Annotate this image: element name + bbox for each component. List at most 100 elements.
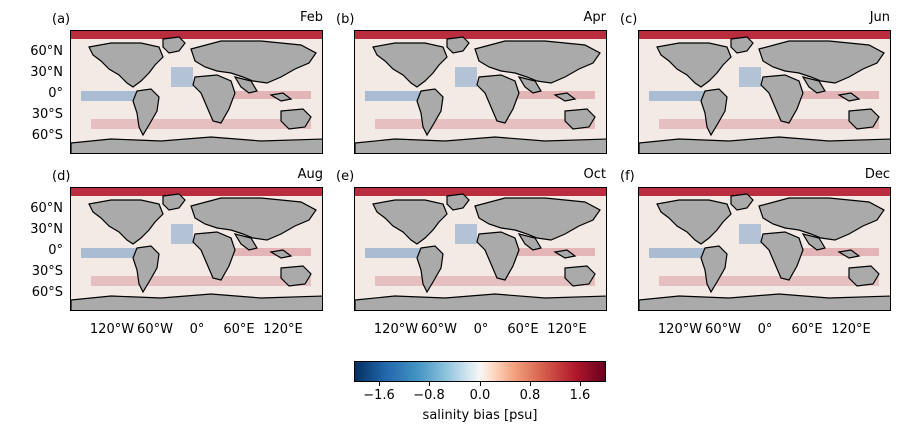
map-panel-a <box>70 30 323 154</box>
land-mass <box>760 231 804 281</box>
land-mass <box>848 265 880 287</box>
x-tick-label: 60°W <box>421 322 457 337</box>
world-map <box>355 31 606 153</box>
map-frame <box>70 30 323 154</box>
land-mass <box>162 36 186 54</box>
bias-region <box>789 248 879 256</box>
bias-region <box>639 31 890 39</box>
bias-region <box>171 224 193 244</box>
colorbar-tick-label: 0.0 <box>469 388 491 403</box>
map-frame <box>354 187 607 311</box>
land-mass <box>758 197 885 241</box>
bias-region <box>91 119 311 129</box>
land-mass <box>801 76 826 94</box>
land-mass <box>280 108 312 130</box>
land-mass <box>848 108 880 130</box>
world-map <box>71 31 322 153</box>
panel-month-title: Apr <box>583 10 607 25</box>
land-mass <box>162 193 186 211</box>
panel-month-title: Feb <box>299 10 323 25</box>
bias-region <box>639 188 890 196</box>
bias-region <box>365 91 425 101</box>
land-mass <box>564 108 596 130</box>
land-mass <box>132 245 160 294</box>
colorbar-tick-label: −1.6 <box>363 388 395 403</box>
land-mass <box>269 249 293 259</box>
colorbar-tick-label: 1.6 <box>569 388 591 403</box>
panel-month-title: Oct <box>583 167 606 182</box>
bias-region <box>455 67 477 87</box>
land-mass <box>758 40 885 84</box>
x-tick-label: 60°E <box>507 322 539 337</box>
bias-region <box>505 91 595 99</box>
bias-region <box>505 248 595 256</box>
colorbar <box>354 361 606 382</box>
land-mass <box>656 199 732 245</box>
bias-region <box>81 91 141 101</box>
bias-region <box>221 248 311 256</box>
land-mass <box>639 136 890 153</box>
land-mass <box>700 88 728 137</box>
land-mass <box>446 193 470 211</box>
world-map <box>71 188 322 310</box>
x-tick-label: 120°E <box>263 322 303 337</box>
land-mass <box>71 293 322 310</box>
land-mass <box>837 92 861 102</box>
map-frame <box>638 30 891 154</box>
bias-region <box>365 248 425 258</box>
bias-region <box>649 248 709 258</box>
y-tick-label: 0° <box>48 86 63 101</box>
colorbar-label: salinity bias [psu] <box>422 408 538 423</box>
land-mass <box>474 197 601 241</box>
bias-region <box>739 224 761 244</box>
bias-region <box>71 31 322 39</box>
land-mass <box>730 36 754 54</box>
x-tick-label: 0° <box>757 322 773 337</box>
y-tick-label: 60°N <box>30 44 63 59</box>
y-tick-label: 60°S <box>31 285 63 300</box>
land-mass <box>355 136 606 153</box>
x-tick-label: 0° <box>473 322 489 337</box>
land-mass <box>760 74 804 124</box>
land-mass <box>416 88 444 137</box>
land-mass <box>88 199 164 245</box>
panel-letter: (e) <box>336 169 355 184</box>
world-map <box>639 31 890 153</box>
x-tick-label: 120°W <box>657 322 703 337</box>
bias-region <box>355 31 606 39</box>
x-tick-label: 120°E <box>831 322 871 337</box>
land-mass <box>190 197 317 241</box>
bias-region <box>659 276 879 286</box>
land-mass <box>355 293 606 310</box>
land-mass <box>517 76 542 94</box>
bias-region <box>171 67 193 87</box>
y-tick-label: 30°N <box>30 65 63 80</box>
panel-letter: (d) <box>52 169 71 184</box>
y-tick-label: 0° <box>48 243 63 258</box>
land-mass <box>700 245 728 294</box>
land-mass <box>280 265 312 287</box>
land-mass <box>269 92 293 102</box>
bias-region <box>739 67 761 87</box>
colorbar-tick-label: 0.8 <box>519 388 541 403</box>
bias-region <box>455 224 477 244</box>
land-mass <box>192 74 236 124</box>
bias-region <box>659 119 879 129</box>
map-frame <box>70 187 323 311</box>
y-tick-label: 30°N <box>30 222 63 237</box>
land-mass <box>837 249 861 259</box>
map-frame <box>354 30 607 154</box>
map-frame <box>638 187 891 311</box>
bias-region <box>375 276 595 286</box>
map-panel-d <box>70 187 323 311</box>
land-mass <box>553 92 577 102</box>
land-mass <box>372 42 448 88</box>
x-tick-label: 60°W <box>705 322 741 337</box>
colorbar-tickmark <box>379 382 380 386</box>
land-mass <box>656 42 732 88</box>
land-mass <box>517 233 542 251</box>
land-mass <box>639 293 890 310</box>
panel-letter: (a) <box>52 12 71 27</box>
world-map <box>639 188 890 310</box>
map-panel-c <box>638 30 891 154</box>
